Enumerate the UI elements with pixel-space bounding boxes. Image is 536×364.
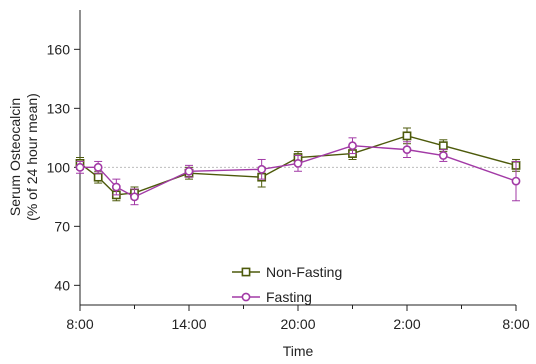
data-point — [293, 158, 303, 168]
data-point — [184, 166, 194, 176]
data-point — [111, 182, 121, 192]
data-point — [438, 141, 448, 151]
legend-marker — [241, 292, 251, 302]
y-tick-label: 70 — [54, 218, 70, 234]
series-fasting — [75, 137, 521, 206]
x-tick-label: 2:00 — [393, 316, 420, 332]
data-point — [75, 162, 85, 172]
y-axis-title-line-1: Serum Osteocalcin — [7, 98, 23, 216]
y-tick-label: 100 — [47, 159, 71, 175]
data-point — [257, 164, 267, 174]
x-axis-title: Time — [283, 343, 314, 359]
y-tick-label: 130 — [47, 100, 71, 116]
data-point — [130, 192, 139, 202]
data-point — [93, 172, 103, 182]
data-point — [402, 131, 412, 141]
legend-entry: Fasting — [232, 289, 312, 305]
data-point — [438, 151, 448, 160]
x-tick-label: 14:00 — [171, 316, 206, 332]
y-tick-label: 160 — [47, 41, 71, 57]
data-point — [511, 176, 521, 186]
data-point — [348, 141, 357, 151]
y-axis-title-line-2: (% of 24 hour mean) — [24, 93, 40, 221]
legend-label: Non-Fasting — [266, 264, 342, 280]
legend-label: Fasting — [266, 289, 312, 305]
x-tick-label: 8:00 — [502, 316, 529, 332]
x-tick-label: 8:00 — [66, 316, 93, 332]
legend-marker — [241, 267, 251, 277]
x-tick-label: 20:00 — [280, 316, 315, 332]
data-point — [93, 162, 103, 172]
legend-entry: Non-Fasting — [232, 264, 342, 280]
y-tick-label: 40 — [54, 277, 70, 293]
data-point — [402, 145, 412, 155]
